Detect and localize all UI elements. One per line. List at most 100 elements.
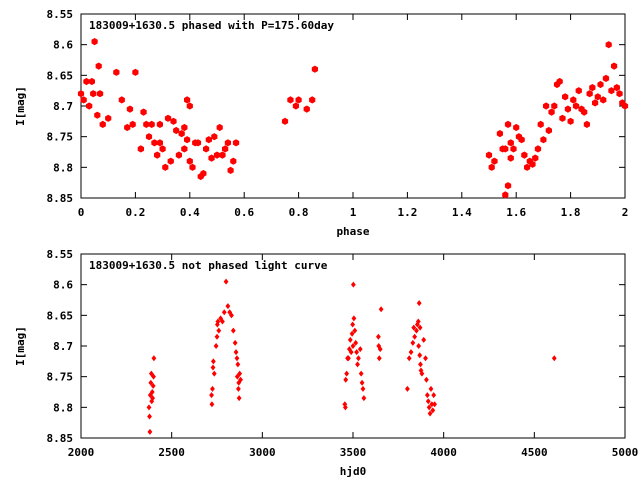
x-tick-label: 1 xyxy=(350,206,357,219)
y-axis-label: I[mag] xyxy=(14,326,27,366)
data-point xyxy=(99,120,106,128)
data-point xyxy=(502,145,509,153)
data-point xyxy=(186,102,193,110)
x-tick-label: 0.4 xyxy=(180,206,200,219)
data-point xyxy=(430,407,436,414)
data-point xyxy=(532,154,539,162)
data-point xyxy=(309,96,316,104)
data-point xyxy=(83,77,90,86)
x-tick-label: 1.8 xyxy=(561,206,581,219)
data-point xyxy=(416,343,422,349)
y-tick-label: 8.85 xyxy=(47,192,74,205)
data-point xyxy=(167,157,174,165)
data-point xyxy=(303,105,310,113)
data-point xyxy=(357,346,363,353)
data-point xyxy=(80,96,87,104)
x-tick-label: 1.4 xyxy=(452,206,472,219)
data-point xyxy=(564,105,571,113)
data-point xyxy=(215,318,221,325)
data-point xyxy=(220,318,225,325)
data-point xyxy=(227,166,234,174)
data-point xyxy=(210,358,216,365)
x-axis-label: hjd0 xyxy=(340,465,367,478)
y-tick-label: 8.55 xyxy=(47,8,74,21)
y-tick-label: 8.6 xyxy=(53,279,73,292)
data-point xyxy=(600,96,607,104)
data-point xyxy=(210,364,216,371)
data-point xyxy=(602,74,610,82)
data-point xyxy=(214,333,220,340)
data-point xyxy=(589,84,596,92)
data-point xyxy=(232,339,238,346)
data-point xyxy=(90,90,97,98)
data-point xyxy=(359,379,365,386)
data-point xyxy=(518,136,525,144)
data-point xyxy=(417,324,423,331)
data-point xyxy=(235,361,241,368)
data-point xyxy=(234,355,240,362)
x-tick-label: 2 xyxy=(622,206,629,219)
x-tick-label: 4500 xyxy=(521,446,548,459)
data-point xyxy=(205,136,212,144)
data-point xyxy=(425,398,431,405)
data-point xyxy=(412,333,418,340)
data-point xyxy=(147,428,153,435)
data-point xyxy=(419,370,425,377)
data-point xyxy=(148,379,154,386)
data-point xyxy=(209,392,214,399)
data-point xyxy=(124,123,131,132)
data-point xyxy=(189,163,196,171)
data-point xyxy=(352,327,358,334)
data-point xyxy=(225,303,231,310)
data-point xyxy=(431,392,437,399)
data-point xyxy=(507,139,514,147)
data-point xyxy=(229,312,234,319)
data-point xyxy=(181,123,188,132)
data-point xyxy=(164,114,172,122)
data-point xyxy=(432,401,437,408)
data-point xyxy=(230,327,236,334)
x-tick-label: 0.2 xyxy=(125,206,145,219)
data-point xyxy=(351,315,357,322)
data-point xyxy=(344,370,350,377)
data-point xyxy=(410,339,416,346)
data-point xyxy=(346,355,351,362)
data-point xyxy=(91,38,98,46)
data-point xyxy=(510,145,517,153)
data-point xyxy=(418,361,423,368)
data-point xyxy=(376,343,382,349)
x-axis-ticks: 2000 2500 3000 3500 4000 4500 5000 xyxy=(68,254,638,459)
data-point xyxy=(236,395,242,402)
data-point xyxy=(594,93,601,101)
data-point xyxy=(360,385,366,392)
data-point xyxy=(151,355,157,362)
data-point xyxy=(504,182,512,190)
data-point xyxy=(156,120,163,128)
data-points xyxy=(77,38,629,199)
data-point xyxy=(232,139,240,147)
data-point xyxy=(356,355,361,362)
data-point xyxy=(175,151,182,159)
data-point xyxy=(534,145,542,153)
data-point xyxy=(184,136,191,144)
data-point xyxy=(342,404,348,411)
chart-title: 183009+1630.5 not phased light curve xyxy=(89,259,328,272)
data-point xyxy=(350,321,356,328)
data-point xyxy=(126,105,134,113)
data-point xyxy=(348,349,354,356)
data-point xyxy=(529,160,536,168)
data-point xyxy=(513,123,520,132)
data-point xyxy=(406,355,412,362)
data-point xyxy=(222,145,229,153)
y-tick-label: 8.85 xyxy=(47,432,74,445)
data-point xyxy=(358,370,364,377)
data-point xyxy=(237,370,243,377)
data-point xyxy=(238,376,243,383)
data-point xyxy=(234,373,240,380)
data-point xyxy=(178,130,185,138)
data-point xyxy=(145,133,153,141)
data-point xyxy=(405,385,410,392)
data-point xyxy=(621,102,629,110)
data-point xyxy=(194,139,202,147)
